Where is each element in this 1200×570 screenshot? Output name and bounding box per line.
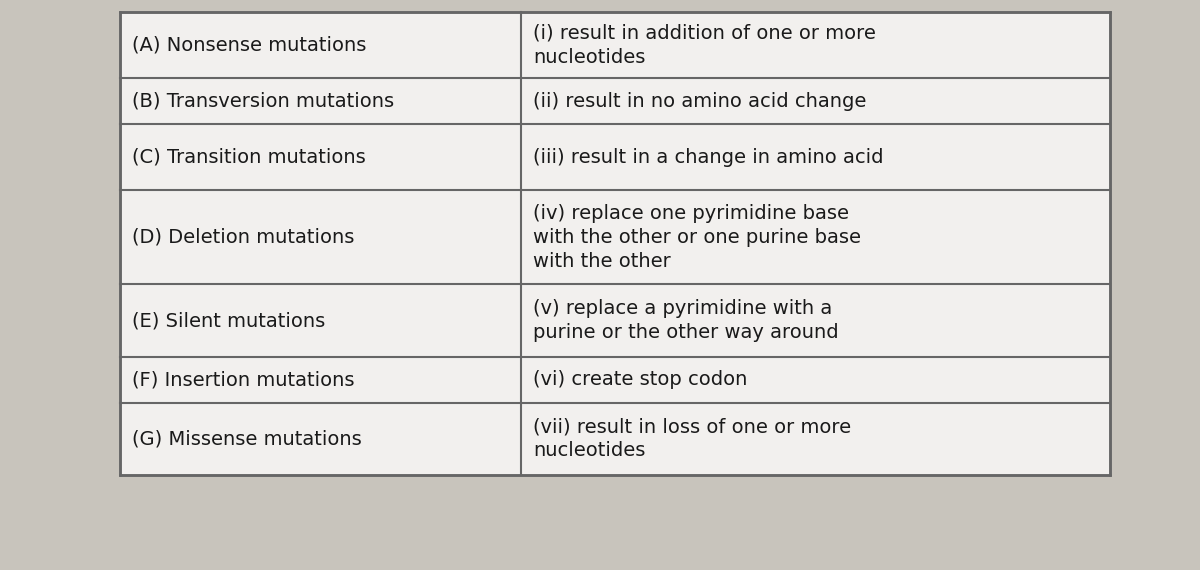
Text: (vii) result in loss of one or more
nucleotides: (vii) result in loss of one or more nucl…: [533, 417, 851, 461]
Text: (A) Nonsense mutations: (A) Nonsense mutations: [132, 36, 366, 55]
Text: (C) Transition mutations: (C) Transition mutations: [132, 148, 366, 167]
Text: (B) Transversion mutations: (B) Transversion mutations: [132, 92, 394, 111]
Text: (ii) result in no amino acid change: (ii) result in no amino acid change: [533, 92, 866, 111]
Text: (D) Deletion mutations: (D) Deletion mutations: [132, 228, 354, 247]
Text: (vi) create stop codon: (vi) create stop codon: [533, 370, 748, 389]
Text: (v) replace a pyrimidine with a
purine or the other way around: (v) replace a pyrimidine with a purine o…: [533, 299, 839, 343]
Text: (F) Insertion mutations: (F) Insertion mutations: [132, 370, 354, 389]
Text: (E) Silent mutations: (E) Silent mutations: [132, 311, 325, 330]
Text: (G) Missense mutations: (G) Missense mutations: [132, 429, 361, 449]
Text: (iv) replace one pyrimidine base
with the other or one purine base
with the othe: (iv) replace one pyrimidine base with th…: [533, 203, 860, 271]
Text: (iii) result in a change in amino acid: (iii) result in a change in amino acid: [533, 148, 883, 167]
Bar: [120, 12, 1110, 475]
Text: (i) result in addition of one or more
nucleotides: (i) result in addition of one or more nu…: [533, 23, 876, 67]
